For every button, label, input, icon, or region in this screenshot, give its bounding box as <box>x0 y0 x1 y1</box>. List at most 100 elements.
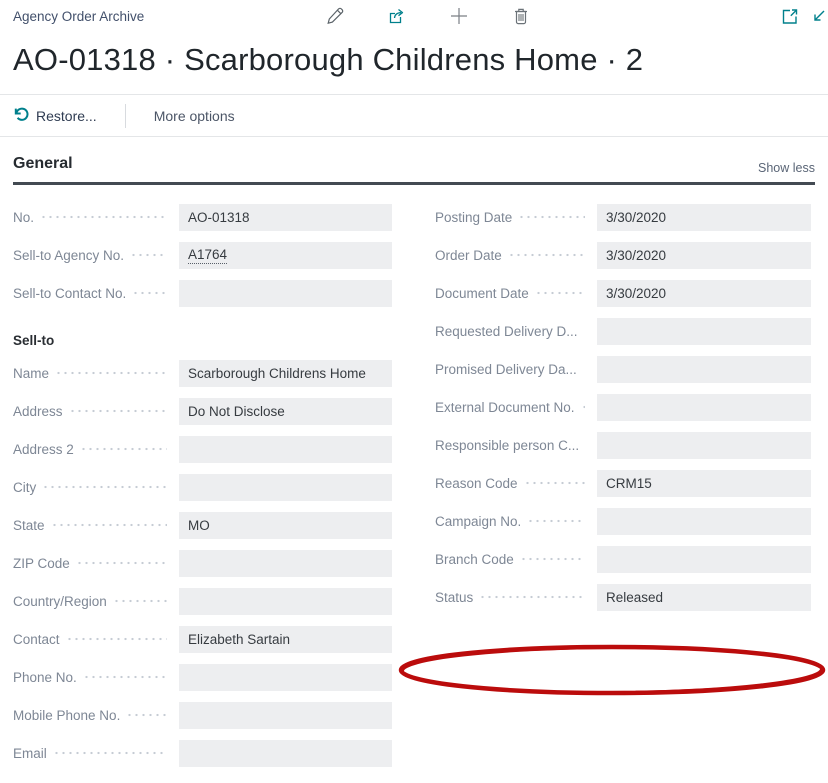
edit-button[interactable] <box>320 2 349 31</box>
field-value-sell-to-contact-no[interactable] <box>179 279 392 307</box>
field-value-link[interactable]: A1764 <box>188 246 228 264</box>
field-row-zip-code: ZIP Code <box>13 544 392 582</box>
field-value-responsible-person-c[interactable] <box>597 431 811 459</box>
field-value-text: Elizabeth Sartain <box>188 631 291 647</box>
delete-button[interactable] <box>506 2 535 31</box>
open-in-new-window-button[interactable] <box>778 5 800 27</box>
field-value-name[interactable]: Scarborough Childrens Home <box>179 359 392 387</box>
dotted-leader <box>527 519 585 523</box>
field-label-posting-date: Posting Date <box>435 210 597 225</box>
field-row-country-region: Country/Region <box>13 582 392 620</box>
field-label-document-date: Document Date <box>435 286 597 301</box>
new-button[interactable] <box>444 2 473 31</box>
trash-icon <box>511 6 531 26</box>
field-value-text: Scarborough Childrens Home <box>188 365 366 381</box>
field-row-city: City <box>13 468 392 506</box>
dotted-leader <box>65 637 167 641</box>
field-value-state[interactable]: MO <box>179 511 392 539</box>
field-label-responsible-person-c: Responsible person C... <box>435 437 580 453</box>
field-value-posting-date[interactable]: 3/30/2020 <box>597 203 811 231</box>
field-value-phone-no[interactable] <box>179 663 392 691</box>
field-label-reason-code: Reason Code <box>435 476 597 491</box>
field-row-address-2: Address 2 <box>13 430 392 468</box>
field-row-reason-code: Reason Code CRM15 <box>435 464 811 502</box>
field-value-requested-delivery-d[interactable] <box>597 317 811 345</box>
field-label-branch-code: Branch Code <box>435 552 597 567</box>
dotted-leader <box>479 595 585 599</box>
field-row-document-date: Document Date 3/30/2020 <box>435 274 811 312</box>
action-bar-divider <box>124 103 126 128</box>
field-label-zip-code: ZIP Code <box>13 556 179 571</box>
field-value-city[interactable] <box>179 473 392 501</box>
field-label-phone-no: Phone No. <box>13 670 179 685</box>
share-button[interactable] <box>382 2 411 31</box>
field-value-text: 3/30/2020 <box>606 285 667 301</box>
fields-column-right: Posting Date 3/30/2020 Order Date 3/30/2020… <box>435 198 811 772</box>
arrow-down-left-icon <box>812 9 826 23</box>
field-row-contact: Contact Elizabeth Sartain <box>13 620 392 658</box>
field-value-text: 3/30/2020 <box>606 209 667 225</box>
dotted-leader <box>519 557 585 561</box>
dotted-leader <box>68 409 167 413</box>
field-value-order-date[interactable]: 3/30/2020 <box>597 241 811 269</box>
field-value-country-region[interactable] <box>179 587 392 615</box>
field-value-campaign-no[interactable] <box>597 507 811 535</box>
more-options-button[interactable]: More options <box>153 107 235 124</box>
plus-icon <box>448 5 470 27</box>
dotted-leader <box>126 713 167 717</box>
field-value-text: 3/30/2020 <box>606 247 667 263</box>
field-value-address-2[interactable] <box>179 435 392 463</box>
window-controls <box>778 0 828 32</box>
dotted-leader <box>582 367 585 371</box>
dotted-leader <box>40 215 167 219</box>
field-value-address[interactable]: Do Not Disclose <box>179 397 392 425</box>
collapse-button[interactable] <box>812 5 826 27</box>
field-value-text: Do Not Disclose <box>188 403 285 419</box>
field-value-email[interactable] <box>179 739 392 767</box>
field-row-posting-date: Posting Date 3/30/2020 <box>435 198 811 236</box>
field-label-no: No. <box>13 210 179 225</box>
field-label-order-date: Order Date <box>435 248 597 263</box>
show-less-button[interactable]: Show less <box>758 161 815 175</box>
field-value-document-date[interactable]: 3/30/2020 <box>597 279 811 307</box>
field-row-external-document-no: External Document No. <box>435 388 811 426</box>
field-value-no[interactable]: AO-01318 <box>179 203 392 231</box>
title-row: AO-01318 · Scarborough Childrens Home · … <box>0 32 828 95</box>
dotted-leader <box>583 329 585 333</box>
restore-button[interactable]: Restore... <box>13 106 97 125</box>
field-value-status[interactable]: Released <box>597 583 811 611</box>
dotted-leader <box>580 405 585 409</box>
field-value-branch-code[interactable] <box>597 545 811 573</box>
dotted-leader <box>130 253 167 257</box>
dotted-leader <box>42 485 167 489</box>
field-value-contact[interactable]: Elizabeth Sartain <box>179 625 392 653</box>
field-row-name: Name Scarborough Childrens Home <box>13 354 392 392</box>
field-value-reason-code[interactable]: CRM15 <box>597 469 811 497</box>
record-toolbar <box>320 0 535 32</box>
breadcrumb[interactable]: Agency Order Archive <box>13 8 145 24</box>
dotted-leader <box>518 215 585 219</box>
field-value-promised-delivery-da[interactable] <box>597 355 811 383</box>
field-row-state: State MO <box>13 506 392 544</box>
field-row-responsible-person-c: Responsible person C... <box>435 426 811 464</box>
field-value-zip-code[interactable] <box>179 549 392 577</box>
field-label-address-2: Address 2 <box>13 442 179 457</box>
field-row-no: No. AO-01318 <box>13 198 392 236</box>
general-section-toggle[interactable]: General <box>13 155 73 172</box>
field-value-text: MO <box>188 517 210 533</box>
field-value-external-document-no[interactable] <box>597 393 811 421</box>
dotted-leader <box>50 523 167 527</box>
field-value-text: AO-01318 <box>188 209 250 225</box>
field-row-order-date: Order Date 3/30/2020 <box>435 236 811 274</box>
field-value-text: CRM15 <box>606 475 652 491</box>
field-label-sell-to-contact-no: Sell-to Contact No. <box>13 286 179 301</box>
dotted-leader <box>52 751 167 755</box>
field-value-mobile-phone-no[interactable] <box>179 701 392 729</box>
field-label-state: State <box>13 518 179 533</box>
field-label-requested-delivery-d: Requested Delivery D... <box>435 324 597 339</box>
dotted-leader <box>112 599 167 603</box>
field-value-sell-to-agency-no[interactable]: A1764 <box>179 241 392 269</box>
pencil-icon <box>325 6 345 26</box>
field-row-status: Status Released <box>435 578 811 616</box>
